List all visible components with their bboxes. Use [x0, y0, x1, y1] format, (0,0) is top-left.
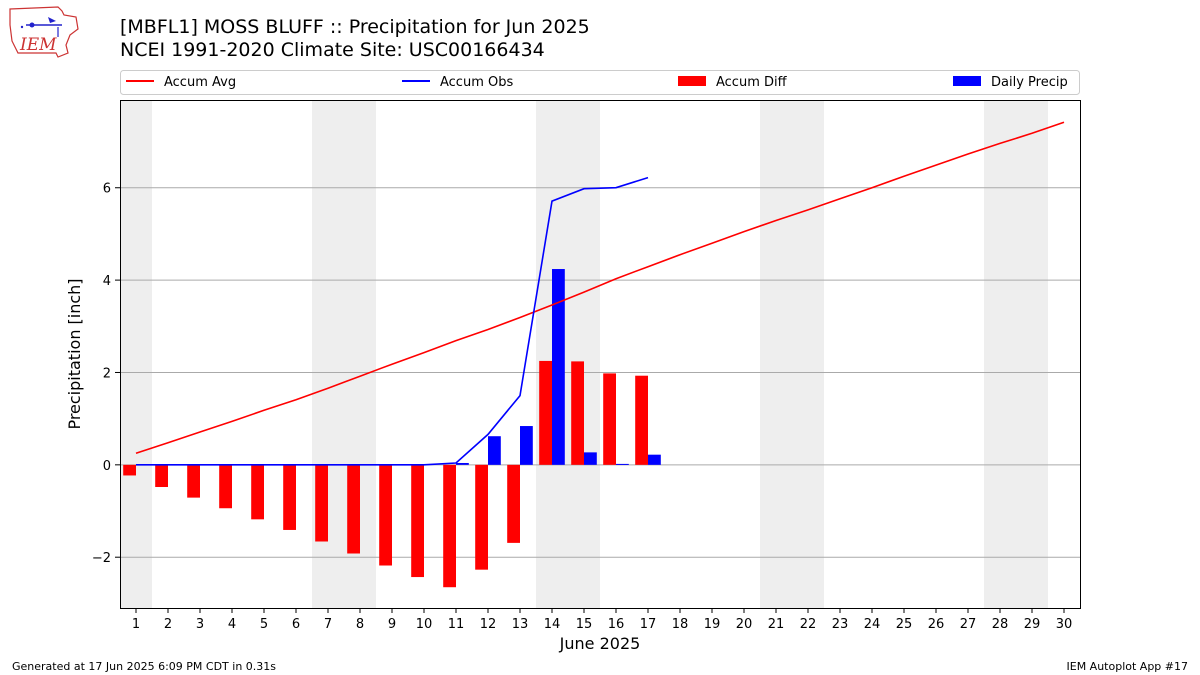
- generated-timestamp: Generated at 17 Jun 2025 6:09 PM CDT in …: [12, 660, 277, 673]
- accum-diff-bar: [123, 464, 136, 476]
- x-tick-label: 10: [416, 617, 433, 632]
- x-tick-label: 23: [832, 617, 849, 632]
- accum-avg-line: [135, 121, 1065, 455]
- app-credit: IEM Autoplot App #17: [1066, 660, 1189, 673]
- accum-diff-bar: [379, 464, 392, 566]
- x-tick-label: 24: [864, 617, 881, 632]
- accum-diff-bar: [251, 464, 264, 520]
- x-tick-label: 26: [928, 617, 945, 632]
- x-tick-label: 12: [480, 617, 497, 632]
- legend-label: Accum Diff: [716, 75, 788, 90]
- daily-precip-bar: [616, 463, 629, 465]
- x-tick-label: 18: [672, 617, 689, 632]
- legend-label: Daily Precip: [991, 75, 1068, 90]
- daily-precip-bar: [648, 454, 661, 465]
- x-axis: 1 2 3 4 5 6 7 8 9 10 11 12 13 14 15 16 17 18 19 20 21 22 23 24 2…: [132, 608, 1072, 632]
- accum-diff-bar: [443, 464, 456, 588]
- accum-diff-bar: [155, 464, 168, 488]
- x-tick-label: 1: [132, 617, 140, 632]
- accum-diff-bar: [283, 464, 296, 530]
- daily-precip-bar: [456, 462, 469, 465]
- weekend-shade: [984, 100, 1048, 608]
- daily-precip-bar: [584, 452, 597, 465]
- x-tick-label: 20: [736, 617, 753, 632]
- x-tick-label: 14: [544, 617, 561, 632]
- accum-diff-bar: [475, 464, 488, 570]
- x-tick-label: 6: [292, 617, 300, 632]
- x-tick-label: 7: [324, 617, 332, 632]
- accum-diff-bar: [603, 373, 616, 465]
- x-tick-label: 17: [640, 617, 657, 632]
- accum-diff-bar: [571, 361, 584, 465]
- x-axis-label: June 2025: [559, 634, 641, 653]
- chart-legend: Accum Avg Accum Obs Accum Diff Daily Precip: [120, 70, 1080, 95]
- x-tick-label: 13: [512, 617, 529, 632]
- accum-diff-bar: [539, 360, 552, 465]
- x-tick-label: 5: [260, 617, 268, 632]
- x-tick-label: 27: [960, 617, 977, 632]
- iem-logo: IEM: [9, 6, 79, 58]
- x-tick-label: 3: [196, 617, 204, 632]
- daily-precip-bar: [520, 426, 533, 465]
- y-tick-label: 6: [103, 182, 111, 197]
- x-tick-label: 9: [388, 617, 396, 632]
- plot-frame: [120, 100, 1081, 609]
- x-tick-label: 2: [164, 617, 172, 632]
- legend-frame: [120, 70, 1080, 95]
- legend-swatch: [678, 76, 706, 86]
- chart-title: [MBFL1] MOSS BLUFF :: Precipitation for …: [120, 16, 590, 38]
- accum-diff-bar: [315, 464, 328, 542]
- y-tick-label: 0: [103, 459, 111, 474]
- x-tick-label: 29: [1024, 617, 1041, 632]
- x-tick-label: 19: [704, 617, 721, 632]
- accum-diff-bar: [507, 464, 520, 543]
- legend-label: Accum Obs: [440, 75, 513, 90]
- y-tick-label: −2: [92, 551, 111, 566]
- x-tick-label: 30: [1056, 617, 1073, 632]
- accum-diff-bar: [347, 464, 360, 554]
- weekend-shade: [120, 100, 152, 608]
- weekend-shade: [760, 100, 824, 608]
- x-tick-label: 11: [448, 617, 465, 632]
- weekend-shade: [536, 100, 600, 608]
- x-tick-label: 28: [992, 617, 1009, 632]
- legend-swatch: [953, 76, 981, 86]
- accum-diff-bar: [219, 464, 232, 509]
- x-tick-label: 8: [356, 617, 364, 632]
- chart-subtitle: NCEI 1991-2020 Climate Site: USC00166434: [120, 39, 545, 61]
- x-tick-label: 15: [576, 617, 593, 632]
- y-tick-label: 2: [103, 366, 111, 381]
- legend-label: Accum Avg: [164, 75, 236, 90]
- x-tick-label: 4: [228, 617, 236, 632]
- logo-text: IEM: [19, 35, 57, 55]
- y-tick-label: 4: [103, 274, 111, 289]
- x-tick-label: 22: [800, 617, 817, 632]
- daily-precip-bar: [552, 269, 565, 465]
- x-tick-label: 21: [768, 617, 785, 632]
- x-tick-label: 16: [608, 617, 625, 632]
- y-axis: −2 0 2 4 6: [92, 182, 120, 566]
- accum-diff-bar: [187, 464, 200, 498]
- x-tick-label: 25: [896, 617, 913, 632]
- accum-obs-line: [136, 176, 649, 466]
- y-axis-label: Precipitation [inch]: [65, 278, 84, 429]
- accum-diff-bar: [411, 464, 424, 578]
- daily-precip-bar: [488, 436, 501, 465]
- accum-diff-bar: [635, 375, 648, 465]
